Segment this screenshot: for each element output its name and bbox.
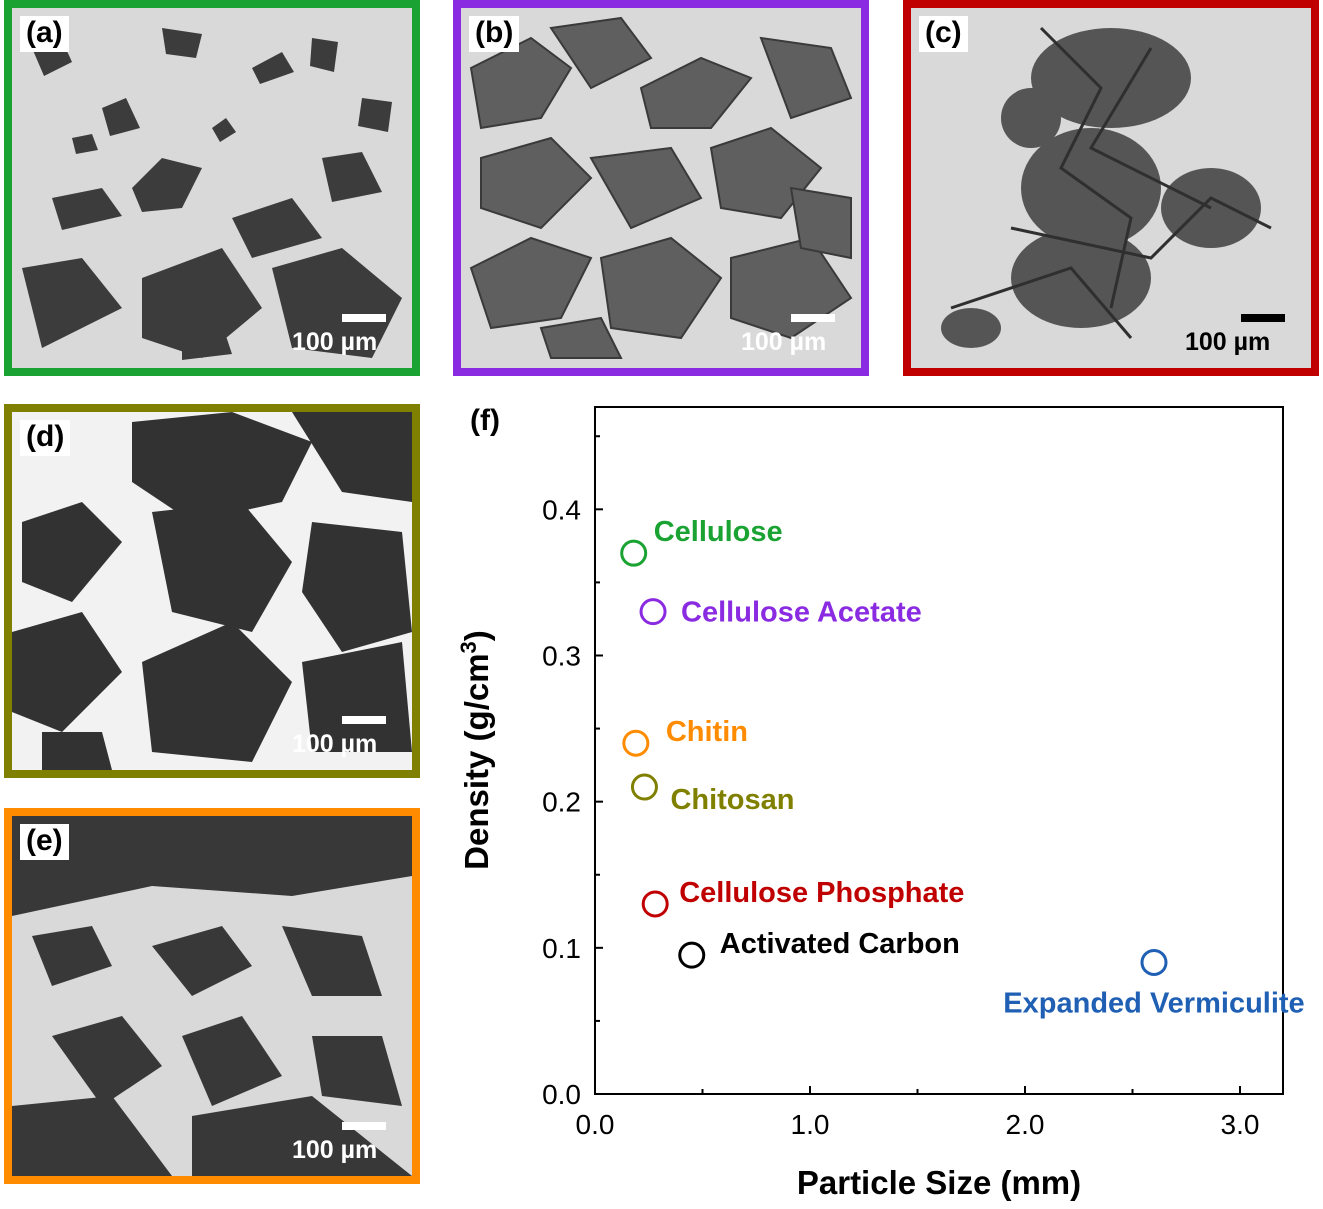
panel-label-c: (c): [919, 16, 968, 52]
data-point-label: Cellulose: [654, 516, 783, 548]
y-tick-label: 0.0: [542, 1079, 581, 1110]
x-tick-label: 3.0: [1221, 1109, 1260, 1140]
y-tick-label: 0.1: [542, 933, 581, 964]
scale-label-a: 100 µm: [292, 328, 378, 356]
scale-label-b: 100 µm: [741, 328, 827, 356]
data-point-marker: [678, 941, 706, 969]
data-point-marker: [1140, 948, 1168, 976]
micrograph-panel-a: (a) 100 µm: [4, 0, 420, 376]
y-tick-label: 0.4: [542, 494, 581, 525]
panel-label-a: (a): [20, 16, 69, 52]
y-tick-label: 0.3: [542, 640, 581, 671]
data-point-label: Chitosan: [670, 784, 794, 816]
panel-label-e: (e): [20, 824, 69, 860]
micrograph-panel-e: (e) 100 µm: [4, 808, 420, 1184]
data-point-marker: [620, 539, 648, 567]
y-axis: 0.0 0.1 0.2 0.3 0.4: [542, 435, 603, 1110]
data-point-marker: [639, 598, 667, 626]
x-axis: 0.0 1.0 2.0 3.0: [576, 1086, 1260, 1140]
scale-bar-a: [342, 314, 386, 322]
x-tick-label: 1.0: [791, 1109, 830, 1140]
y-axis-label-main: Density (g/cm: [458, 653, 495, 869]
scale-bar-d: [342, 716, 386, 724]
micrograph-panel-c: (c) 100 µm: [903, 0, 1319, 376]
panel-label-b: (b): [469, 16, 520, 52]
density-vs-particle-size-chart: (f) 0.0 1.0 2.0 3.0 0.0 0.1 0.2 0.3 0.4 Cellulo…: [456, 404, 1305, 1201]
data-point-marker: [622, 729, 650, 757]
micrograph-image-d: [12, 412, 412, 770]
scale-bar-c: [1241, 314, 1285, 322]
data-point-label: Cellulose Acetate: [681, 597, 922, 629]
x-axis-label: Particle Size (mm): [797, 1164, 1081, 1201]
micrograph-panel-b: (b) 100 µm: [453, 0, 869, 376]
scale-bar-e: [342, 1122, 386, 1130]
scale-label-c: 100 µm: [1185, 328, 1271, 356]
micrograph-image-b: [469, 16, 853, 359]
micrograph-image-c: [941, 26, 1272, 348]
data-point-label: Expanded Vermiculite: [1003, 987, 1304, 1019]
y-axis-label-close: ): [458, 630, 495, 641]
y-axis-label: Density (g/cm3): [456, 630, 495, 870]
micrograph-panel-d: (d) 100 µm: [4, 404, 420, 778]
data-point-marker: [630, 773, 658, 801]
scale-label-e: 100 µm: [292, 1136, 378, 1164]
scale-bar-b: [791, 314, 835, 322]
data-point-label: Activated Carbon: [720, 928, 960, 960]
data-point-marker: [641, 890, 669, 918]
plot-frame: [594, 406, 1284, 1095]
x-tick-label: 0.0: [576, 1109, 615, 1140]
data-point-label: Chitin: [666, 716, 748, 748]
panel-label-d: (d): [20, 420, 71, 456]
x-tick-label: 2.0: [1006, 1109, 1045, 1140]
y-axis-label-sup: 3: [456, 641, 481, 653]
panel-label-f: (f): [470, 404, 500, 437]
y-tick-label: 0.2: [542, 787, 581, 818]
data-points: Cellulose Cellulose Acetate Chitin Chitosan…: [620, 516, 1305, 1019]
data-point-label: Cellulose Phosphate: [679, 877, 964, 909]
micrograph-image-a: [22, 28, 402, 360]
micrograph-image-e: [12, 816, 412, 1176]
scale-label-d: 100 µm: [292, 730, 378, 758]
